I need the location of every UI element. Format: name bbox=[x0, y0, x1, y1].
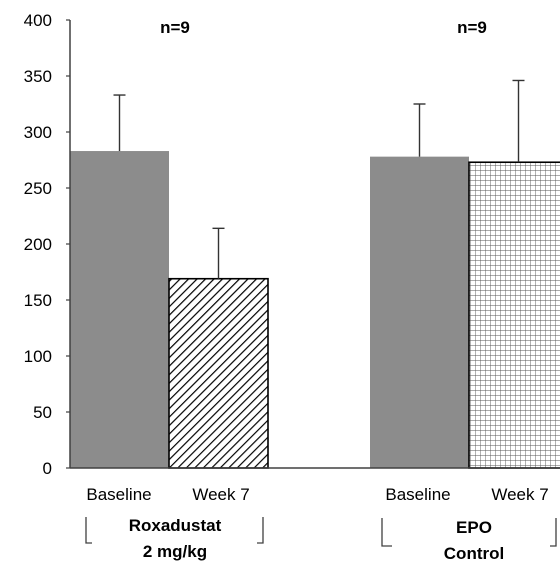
group-label-line2: 2 mg/kg bbox=[143, 542, 207, 561]
group-label-line1: Roxadustat bbox=[129, 516, 222, 535]
y-tick-label: 350 bbox=[24, 67, 52, 86]
y-tick-label: 50 bbox=[33, 403, 52, 422]
y-tick-label: 0 bbox=[43, 459, 52, 478]
y-tick-label: 400 bbox=[24, 11, 52, 30]
bar bbox=[70, 151, 169, 469]
x-tick-label: Week 7 bbox=[491, 485, 548, 504]
y-tick-label: 100 bbox=[24, 347, 52, 366]
group-label-line2: Control bbox=[444, 544, 504, 563]
y-tick-labels: 0 50 100 150 200 250 300 350 400 bbox=[24, 11, 52, 478]
group-bracket bbox=[381, 518, 392, 547]
x-tick-label: Baseline bbox=[86, 485, 151, 504]
y-tick-label: 300 bbox=[24, 123, 52, 142]
error-bars-layer bbox=[113, 79, 525, 279]
axes bbox=[66, 19, 560, 469]
bar bbox=[168, 277, 269, 469]
y-tick-label: 150 bbox=[24, 291, 52, 310]
bar bbox=[370, 156, 469, 468]
bars-layer bbox=[70, 151, 560, 469]
x-tick-label: Week 7 bbox=[192, 485, 249, 504]
n-label: n=9 bbox=[457, 18, 487, 37]
group-label-line1: EPO bbox=[456, 518, 492, 537]
group-bracket bbox=[85, 517, 92, 544]
bar bbox=[468, 161, 560, 469]
x-tick-label: Baseline bbox=[385, 485, 450, 504]
group-bracket bbox=[550, 518, 557, 547]
group-bracket bbox=[257, 517, 264, 544]
y-tick-label: 250 bbox=[24, 179, 52, 198]
y-tick-label: 200 bbox=[24, 235, 52, 254]
category-labels: Baseline Week 7 Baseline Week 7 n=9 n=9 … bbox=[85, 18, 557, 563]
n-label: n=9 bbox=[160, 18, 190, 37]
